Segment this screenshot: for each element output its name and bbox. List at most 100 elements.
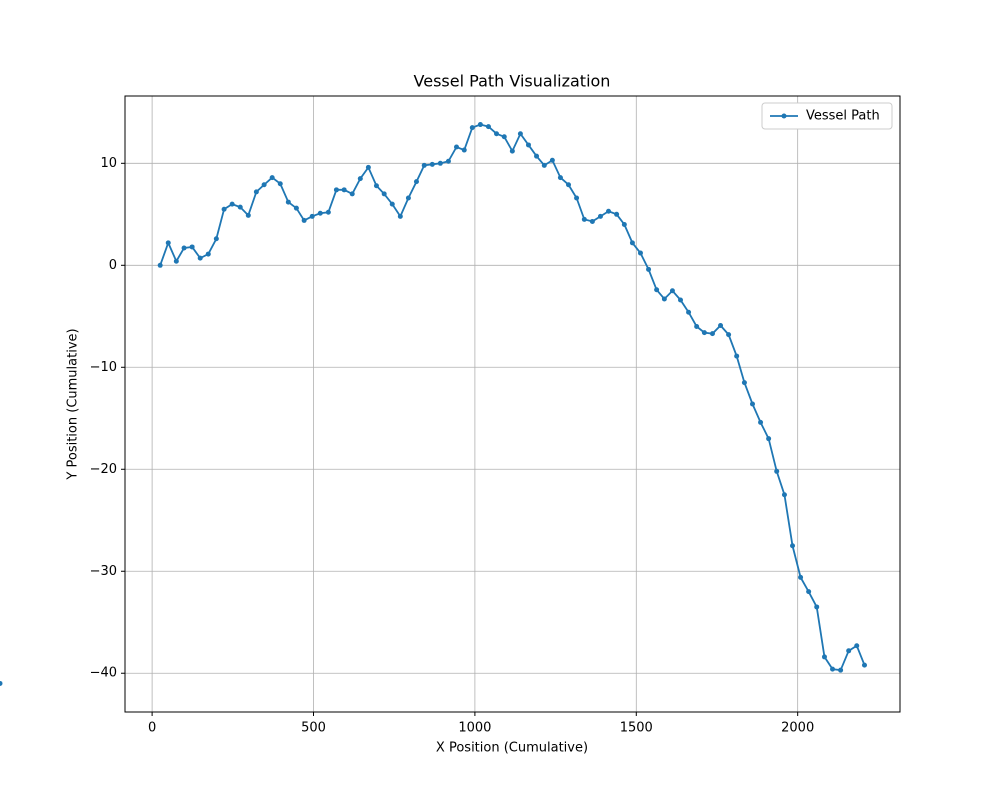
legend-marker (781, 113, 787, 119)
data-point (485, 124, 491, 130)
data-point (285, 199, 291, 205)
data-point (405, 195, 411, 201)
data-point (629, 240, 635, 246)
data-point (437, 160, 443, 166)
x-axis-label: X Position (Cumulative) (436, 741, 588, 756)
data-point (477, 122, 483, 128)
data-point (806, 589, 812, 595)
data-point (734, 353, 740, 359)
data-point (614, 211, 620, 217)
data-point (669, 288, 675, 294)
data-point (0, 680, 3, 686)
y-tick-label: −40 (90, 666, 117, 681)
legend-label: Vessel Path (806, 109, 880, 124)
data-point (301, 217, 307, 223)
data-point (453, 144, 459, 150)
data-point (798, 574, 804, 580)
data-point (606, 208, 612, 214)
data-point (445, 158, 451, 164)
data-point (461, 147, 467, 153)
data-point (718, 322, 724, 328)
data-point (766, 436, 772, 442)
data-point (237, 204, 243, 210)
data-point (830, 666, 836, 672)
data-point (469, 125, 475, 131)
data-point (709, 331, 715, 337)
legend-box (761, 102, 893, 130)
data-point (597, 213, 603, 219)
data-point (758, 419, 764, 425)
data-point (157, 262, 163, 268)
data-point (525, 142, 531, 148)
data-point (261, 182, 267, 188)
data-point (557, 175, 563, 181)
data-point (549, 157, 555, 163)
data-point (429, 161, 435, 167)
data-point (749, 401, 755, 407)
data-point (846, 648, 852, 654)
x-tick-label: 0 (148, 721, 156, 736)
data-point (421, 162, 427, 168)
data-point (821, 654, 827, 660)
data-point (221, 206, 227, 212)
data-point (389, 201, 395, 207)
data-point (814, 604, 820, 610)
data-point (229, 201, 235, 207)
data-point (253, 189, 259, 195)
x-tick-label: 500 (301, 721, 326, 736)
y-tick-label: −30 (90, 564, 117, 579)
data-point (509, 148, 515, 154)
data-point (165, 240, 171, 246)
data-point (205, 251, 211, 257)
data-point (341, 187, 347, 193)
data-point (189, 244, 195, 250)
y-tick-label: −10 (90, 360, 117, 375)
data-point (661, 296, 667, 302)
x-tick-label: 1000 (458, 721, 491, 736)
data-point (317, 210, 323, 216)
data-point (213, 236, 219, 242)
y-tick-label: 10 (100, 156, 117, 171)
data-point (501, 134, 507, 140)
data-point (686, 309, 692, 315)
data-point (517, 131, 523, 137)
data-point (654, 287, 660, 293)
data-point (397, 213, 403, 219)
series-line (159, 123, 866, 672)
data-point (365, 164, 371, 170)
data-point (349, 191, 355, 197)
data-point (325, 209, 331, 215)
data-point (373, 183, 379, 189)
data-point (781, 492, 787, 498)
data-point (861, 662, 867, 668)
data-point (637, 250, 643, 256)
data-point (574, 195, 580, 201)
data-point (838, 667, 844, 673)
data-point (694, 323, 700, 329)
chart-title: Vessel Path Visualization (414, 72, 611, 91)
data-point (541, 162, 547, 168)
data-point (741, 380, 747, 386)
data-point (357, 176, 363, 182)
data-point (269, 175, 275, 181)
data-point (726, 332, 732, 338)
y-axis-label: Y Position (Cumulative) (66, 328, 81, 480)
data-point (277, 181, 283, 187)
data-point (413, 179, 419, 185)
y-tick-label: −20 (90, 462, 117, 477)
data-point (245, 212, 251, 218)
data-point (566, 182, 572, 188)
data-point (494, 131, 500, 137)
y-tick-label: 0 (109, 258, 117, 273)
data-point (589, 218, 595, 224)
data-point (678, 297, 684, 303)
data-point (333, 187, 339, 193)
data-point (854, 643, 860, 649)
plot-frame (124, 95, 901, 713)
data-point (774, 468, 780, 474)
data-point (197, 255, 203, 261)
x-tick-label: 2000 (781, 721, 814, 736)
data-point (581, 216, 587, 222)
data-point (293, 205, 299, 211)
